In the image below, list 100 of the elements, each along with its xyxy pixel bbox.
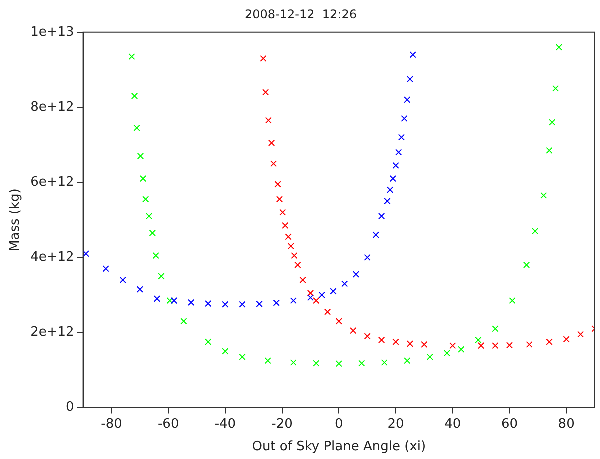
point [406,76,414,83]
point [294,262,302,268]
x-tick-label: 40 [444,416,462,432]
point [526,341,533,348]
point [404,96,411,104]
point [563,336,570,343]
point [318,292,326,299]
y-tick-label: 6e+12 [30,174,74,190]
point [180,318,188,325]
point [222,301,229,308]
point [134,124,140,132]
point [342,280,348,288]
point [352,271,360,278]
x-tick-label: 0 [335,416,344,432]
point [358,360,366,367]
point [276,196,284,203]
point [268,140,276,146]
point [137,152,144,160]
y-tick-label: 0 [66,400,74,416]
point [120,276,126,284]
point [166,297,174,304]
point [102,266,110,272]
point [152,252,160,260]
point [260,55,267,62]
x-tick-label: -80 [101,416,122,432]
point [170,297,178,304]
point [364,333,371,340]
y-axis-title: Mass (kg) [8,188,24,252]
point [492,326,499,332]
x-tick-label: 20 [388,416,404,432]
point [532,228,539,235]
x-tick-label: -40 [214,416,236,432]
point [324,308,332,316]
point [131,92,138,100]
point [313,360,320,367]
point [142,196,150,203]
point [188,299,195,306]
point [330,288,337,295]
point [205,300,212,308]
point [404,358,411,364]
point [128,53,136,60]
point [546,338,553,346]
point [140,175,147,182]
point [264,358,272,364]
point [205,338,212,346]
point [307,290,314,297]
point [270,160,278,168]
point [256,300,263,308]
point [285,234,292,240]
y-tick-label: 4e+12 [30,250,74,266]
x-tick-label: 80 [558,416,575,432]
chart-title: 2008-12-12 12:26 [245,7,357,22]
point [154,296,161,302]
point [282,222,289,230]
x-tick-label: -20 [272,416,293,432]
point [392,338,400,346]
point [262,89,270,96]
point [273,300,280,306]
x-tick-label: -60 [158,416,180,432]
point [478,342,485,350]
point [290,297,297,304]
point [158,273,165,280]
point [222,348,229,355]
point [149,230,156,237]
point [381,359,388,366]
point [396,149,402,156]
point [426,354,434,360]
point [509,297,516,304]
point [378,213,386,220]
point [280,209,286,216]
point [444,350,451,357]
point [421,341,428,348]
point [523,262,530,268]
point [401,115,408,122]
point [136,286,144,293]
point [392,162,400,169]
point [288,243,294,250]
point [410,52,416,58]
point [398,134,406,141]
y-tick-label: 8e+12 [30,100,74,115]
point [265,117,272,124]
point [146,213,153,220]
x-axis-title: Out of Sky Plane Angle (xi) [252,440,426,455]
point [300,276,306,284]
point [239,354,246,360]
x-tick-label: 60 [501,416,518,432]
point [336,360,342,368]
y-tick-label: 2e+12 [30,325,74,340]
point [291,252,298,260]
point [239,301,246,308]
point [475,336,482,344]
point [556,44,563,51]
point [546,147,553,154]
point [378,336,386,344]
point [390,175,396,182]
point [552,85,560,92]
point [307,294,314,302]
point [540,192,548,200]
point [549,119,556,126]
point [372,232,380,238]
